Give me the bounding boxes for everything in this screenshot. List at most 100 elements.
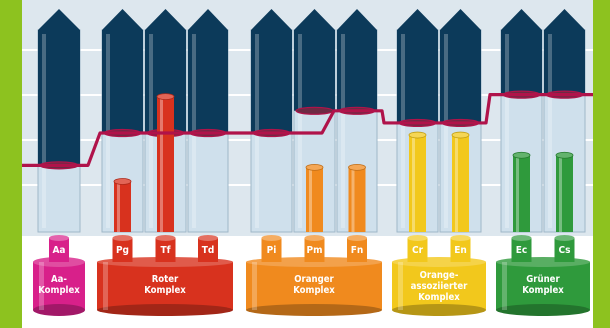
- tube-Ec: [500, 9, 543, 233]
- complex-name-line: Komplex: [418, 292, 460, 303]
- tube-dark-fill: [294, 9, 335, 111]
- base-top: [496, 257, 590, 267]
- base-prong: [511, 238, 532, 262]
- level-ring: [295, 106, 334, 115]
- tube-highlight: [444, 34, 448, 228]
- tube-highlight: [548, 34, 552, 228]
- member-label-Fn: Fn: [351, 245, 364, 256]
- fill-cap: [512, 151, 531, 159]
- base-prong: [261, 238, 282, 262]
- base-bottom: [97, 304, 233, 316]
- prong-cap: [450, 235, 471, 241]
- base-highlight: [103, 262, 108, 310]
- tube-dark-fill: [102, 9, 143, 134]
- base-highlight: [398, 262, 403, 310]
- fill-cap: [408, 131, 427, 139]
- fill-highlight: [117, 181, 120, 232]
- fill-highlight: [160, 96, 163, 232]
- fill-cylinder: [513, 155, 530, 232]
- base-prong: [198, 238, 218, 262]
- tube-dark-fill: [38, 9, 80, 166]
- tube-Cs: [543, 9, 586, 233]
- base-aa: Aa Aa-Komplex: [33, 235, 85, 316]
- fill-cap: [555, 151, 574, 159]
- base-bottom: [392, 304, 486, 316]
- tube-highlight: [42, 34, 46, 228]
- member-label-Tf: Tf: [160, 245, 170, 256]
- fill-cap: [451, 131, 470, 139]
- tube-highlight: [505, 34, 509, 228]
- complex-name-line: assoziierter: [411, 281, 469, 292]
- tube-Cr: [396, 9, 439, 233]
- member-label-Ec: Ec: [516, 245, 527, 256]
- base-body: [97, 262, 233, 310]
- member-label-Cs: Cs: [559, 245, 571, 256]
- member-label-Pg: Pg: [116, 245, 129, 256]
- tube-Pg: [101, 9, 144, 233]
- member-label-Cr: Cr: [412, 245, 424, 256]
- base-body: [246, 262, 382, 310]
- tube-highlight: [341, 34, 345, 228]
- member-label-Td: Td: [202, 245, 215, 256]
- base-prong: [304, 238, 325, 262]
- prong-cap: [511, 235, 532, 241]
- tube-dark-fill: [440, 9, 481, 123]
- tube-columns: [37, 9, 586, 233]
- base-top: [392, 257, 486, 267]
- tube-dark-fill: [251, 9, 292, 134]
- base-body: [392, 262, 486, 310]
- fill-highlight: [412, 135, 415, 232]
- member-label-Pm: Pm: [307, 245, 323, 256]
- fill-cylinder: [157, 96, 174, 232]
- fill-highlight: [559, 155, 562, 232]
- tube-Td: [187, 9, 229, 233]
- fill-cylinder: [409, 135, 426, 232]
- tube-Tf: [144, 9, 187, 233]
- tube-dark-fill: [544, 9, 585, 95]
- base-highlight: [39, 262, 44, 310]
- prong-cap: [347, 235, 367, 241]
- tube-dark-fill: [501, 9, 542, 95]
- base-prong: [49, 238, 69, 262]
- tube-highlight: [298, 34, 302, 228]
- fill-highlight: [351, 167, 355, 232]
- prong-cap: [304, 235, 325, 241]
- prong-cap: [49, 235, 69, 241]
- fill-cap: [113, 178, 132, 185]
- tube-dark-fill: [188, 9, 228, 134]
- base-highlight: [252, 262, 257, 310]
- fill-cylinder: [306, 167, 323, 232]
- fill-cylinder: [452, 135, 469, 232]
- level-line: [22, 93, 593, 167]
- fill-cap: [156, 93, 175, 101]
- base-prong: [112, 238, 133, 262]
- fill-cylinder: [348, 167, 366, 232]
- base-body: [33, 262, 85, 310]
- complex-name-line: Komplex: [293, 285, 335, 296]
- level-line-layer: [22, 93, 593, 167]
- base-bottom: [246, 304, 382, 316]
- complex-name-line: Roter: [152, 274, 179, 285]
- base-bottom: [33, 304, 85, 316]
- base-body: [496, 262, 590, 310]
- fill-highlight: [516, 155, 519, 232]
- fill-cylinder: [556, 155, 573, 232]
- base-prong: [347, 238, 367, 262]
- tube-Aa: [37, 9, 81, 233]
- base-prong: [450, 238, 471, 262]
- complex-name-line: Orange-: [420, 270, 459, 281]
- tube-Pi: [250, 9, 293, 233]
- fill-cap: [348, 163, 366, 171]
- member-label-En: En: [454, 245, 467, 256]
- complex-name-line: Aa-: [51, 274, 67, 285]
- base-highlight: [502, 262, 507, 310]
- tube-highlight: [401, 34, 405, 228]
- base-bottom: [496, 304, 590, 316]
- tube-Fn: [336, 9, 378, 233]
- complex-name-line: Grüner: [526, 274, 560, 285]
